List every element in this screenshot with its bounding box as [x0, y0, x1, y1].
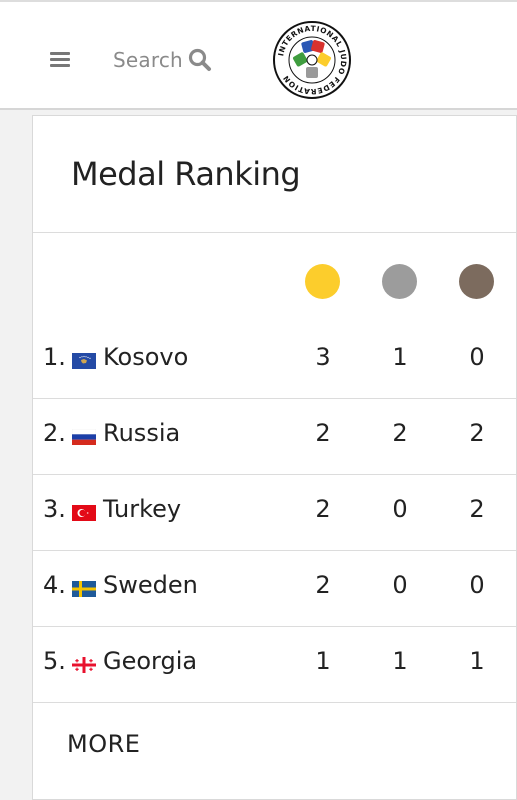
bronze-count: 2 — [469, 495, 485, 523]
table-row[interactable]: 3. Turkey 2 0 2 — [33, 475, 516, 551]
gold-count: 2 — [315, 571, 331, 599]
silver-count: 1 — [392, 343, 408, 371]
sweden-flag-icon — [72, 581, 96, 597]
search-label: Search — [113, 48, 183, 72]
table-row[interactable]: 5. Georgia 1 1 1 — [33, 627, 516, 703]
gold-count: 1 — [315, 647, 331, 675]
gold-medal-icon — [305, 264, 340, 299]
country-name: Georgia — [103, 647, 198, 675]
country-name: Russia — [103, 419, 181, 447]
bronze-count: 0 — [469, 343, 485, 371]
silver-count: 0 — [392, 495, 408, 523]
silver-count: 1 — [392, 647, 408, 675]
silver-count: 0 — [392, 571, 408, 599]
rank-number: 2. — [43, 419, 66, 447]
medal-ranking-card: Medal Ranking 1. Kosovo 3 1 0 2. Russia … — [32, 115, 517, 800]
medal-header-row — [33, 233, 516, 323]
bronze-count: 2 — [469, 419, 485, 447]
bronze-medal-icon — [459, 264, 494, 299]
card-header: Medal Ranking — [33, 116, 516, 233]
silver-medal-icon — [382, 264, 417, 299]
bronze-count: 0 — [469, 571, 485, 599]
search-icon — [188, 48, 211, 71]
turkey-flag-icon — [72, 505, 96, 521]
rank-number: 4. — [43, 571, 66, 599]
table-row[interactable]: 1. Kosovo 3 1 0 — [33, 323, 516, 399]
hamburger-menu-icon[interactable] — [50, 52, 70, 68]
gold-count: 2 — [315, 419, 331, 447]
country-name: Kosovo — [103, 343, 189, 371]
country-name: Sweden — [103, 571, 198, 599]
top-header: Search INTERNATIONAL JUDO FEDERATION — [0, 0, 517, 110]
table-row[interactable]: 2. Russia 2 2 2 — [33, 399, 516, 475]
rank-number: 3. — [43, 495, 66, 523]
country-name: Turkey — [103, 495, 182, 523]
kosovo-flag-icon — [72, 353, 96, 369]
ijf-logo[interactable]: INTERNATIONAL JUDO FEDERATION — [272, 20, 352, 100]
more-link[interactable]: MORE — [67, 730, 141, 758]
gold-count: 2 — [315, 495, 331, 523]
bronze-count: 1 — [469, 647, 485, 675]
rank-number: 1. — [43, 343, 66, 371]
table-row[interactable]: 4. Sweden 2 0 0 — [33, 551, 516, 627]
georgia-flag-icon — [72, 657, 96, 673]
rank-number: 5. — [43, 647, 66, 675]
page-title: Medal Ranking — [71, 155, 301, 193]
search-button[interactable]: Search — [113, 46, 213, 74]
russia-flag-icon — [72, 429, 96, 445]
gold-count: 3 — [315, 343, 331, 371]
silver-count: 2 — [392, 419, 408, 447]
